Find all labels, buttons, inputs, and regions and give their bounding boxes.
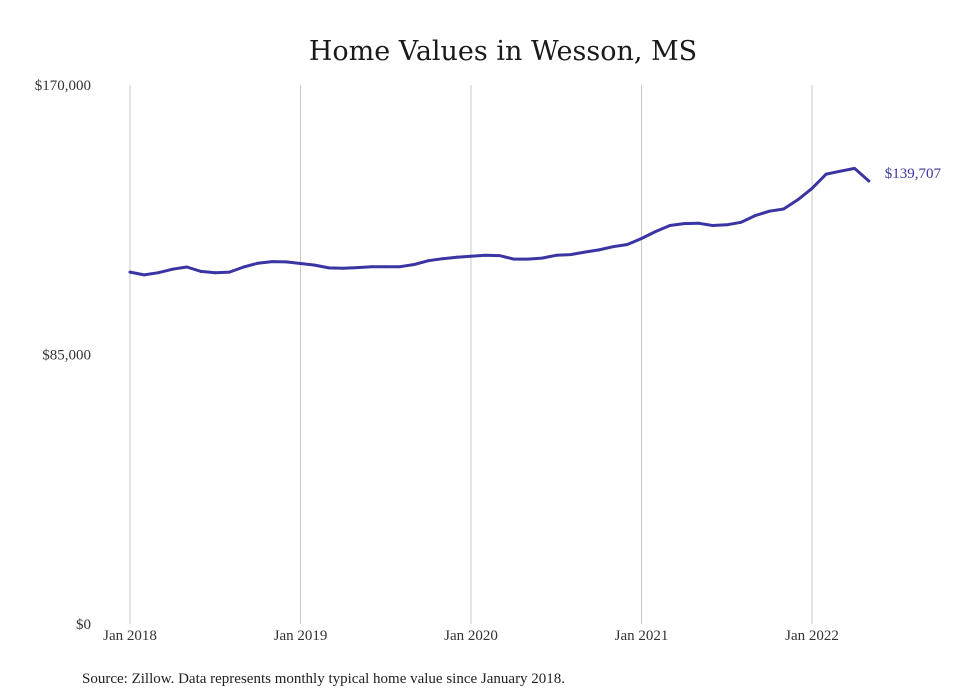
data-point [327,266,331,270]
x-tick-label: Jan 2020 [444,628,498,644]
point-layer [128,167,871,277]
data-point [455,255,459,259]
data-point [810,187,814,190]
data-point [370,265,373,269]
data-point [441,257,444,261]
data-point [640,237,643,240]
data-point [711,224,714,227]
data-point [242,265,246,269]
data-point [228,270,231,274]
y-tick-label: $85,000 [42,348,91,364]
data-point [469,254,473,258]
data-point [526,257,530,261]
data-point [782,207,785,211]
data-point [142,273,146,277]
data-point [427,259,430,263]
data-point [654,230,658,233]
data-point [128,270,132,274]
series-layer [128,166,871,277]
data-point [540,256,544,260]
data-point [412,263,416,266]
data-point [753,214,757,218]
data-point [171,267,175,271]
series-line [128,166,871,277]
data-point [625,243,629,246]
x-tick-label: Jan 2018 [103,628,157,644]
data-point [213,271,217,275]
data-point [682,222,686,226]
x-tick-label: Jan 2022 [785,628,839,644]
y-axis-ticks: $0 $85,000 $170,000 [35,78,91,633]
data-point [739,220,743,224]
data-point [355,266,359,269]
data-point [313,263,317,267]
data-point [867,179,871,183]
data-point [256,261,260,265]
data-point [768,209,771,213]
source-note: Source: Zillow. Data represents monthly … [82,671,565,687]
x-axis-ticks: Jan 2018 Jan 2019 Jan 2020 Jan 2021 Jan 2022 [103,628,839,644]
data-point [796,198,800,202]
data-point [853,167,856,170]
x-tick-label: Jan 2021 [615,628,669,644]
x-tick-label: Jan 2019 [274,628,328,644]
data-point [270,260,274,263]
data-point [299,262,302,265]
data-point [554,253,558,257]
data-point [597,248,601,252]
y-tick-label: $170,000 [35,78,91,94]
data-point [824,172,828,176]
data-point [185,265,189,269]
data-point [583,250,587,254]
data-point [284,260,288,264]
grid-layer [129,85,813,624]
data-point [199,270,203,273]
chart-title: Home Values in Wesson, MS [309,36,697,67]
data-point [157,271,160,275]
data-point [483,253,487,257]
data-point [398,265,402,269]
y-tick-label: $0 [76,617,91,633]
data-point [569,253,572,256]
data-point [696,221,700,225]
data-point [611,245,615,249]
data-point [512,257,515,261]
data-point [384,265,388,269]
end-value-label: $139,707 [885,166,942,182]
data-point [725,223,729,227]
data-point [668,224,672,227]
data-point [498,254,501,257]
data-point [839,169,842,173]
data-point [341,266,345,270]
